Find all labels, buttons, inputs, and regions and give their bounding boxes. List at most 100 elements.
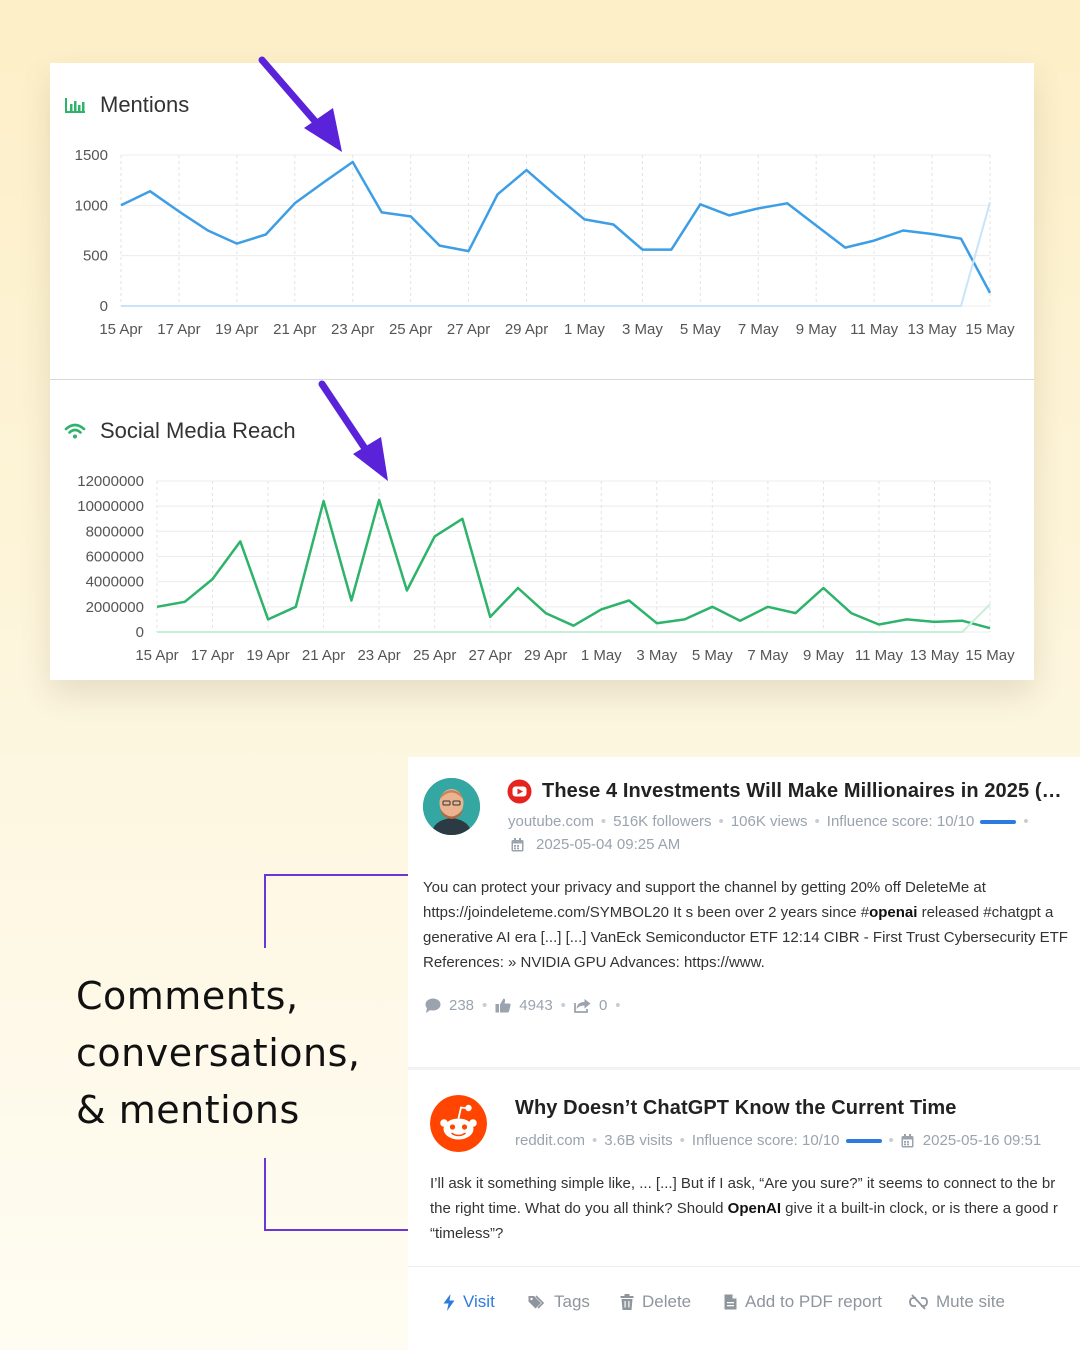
- x-tick-label: 13 May: [910, 647, 960, 664]
- mention-snippet: I’ll ask it something simple like, ... […: [430, 1171, 1058, 1246]
- card-separator: [408, 1067, 1080, 1070]
- y-tick-label: 10000000: [77, 498, 144, 515]
- y-tick-label: 4000000: [86, 574, 144, 591]
- shares-stat: 0: [574, 997, 607, 1014]
- mention-title[interactable]: These 4 Investments Will Make Millionair…: [542, 780, 1062, 802]
- thumbs-up-icon: [495, 998, 511, 1013]
- x-tick-label: 29 Apr: [524, 647, 567, 664]
- mention-visits: 3.6B visits: [604, 1132, 673, 1149]
- x-tick-label: 15 Apr: [135, 647, 178, 664]
- x-tick-label: 21 Apr: [273, 321, 316, 338]
- charts-panel: Mentions 0 500 1000 1500 15 Apr 17 Apr 19 Apr 2…: [50, 63, 1034, 680]
- tags-button[interactable]: Tags: [528, 1292, 590, 1312]
- bracket-bottom: [264, 1158, 418, 1231]
- reach-title-text: Social Media Reach: [100, 418, 296, 443]
- snippet-line: References: » NVIDIA GPU Advances: https…: [423, 954, 765, 971]
- bar-chart-icon: [65, 98, 85, 113]
- x-tick-label: 11 May: [850, 321, 899, 338]
- mention-snippet: You can protect your privacy and support…: [423, 875, 1068, 975]
- mention-domain[interactable]: reddit.com: [515, 1132, 586, 1149]
- x-tick-label: 23 Apr: [331, 321, 374, 338]
- mention-date: 2025-05-16 09:51: [922, 1132, 1042, 1149]
- reddit-icon[interactable]: [430, 1095, 487, 1152]
- caption-line-3: & mentions: [76, 1088, 300, 1132]
- engagement-stats: 238 • 4943 • 0 •: [425, 997, 629, 1014]
- mention-followers: 516K followers: [613, 813, 712, 830]
- chart-divider: [50, 379, 1034, 380]
- influence-score-bar: [845, 1138, 882, 1143]
- visit-button[interactable]: Visit: [443, 1292, 495, 1312]
- mention-title-row[interactable]: These 4 Investments Will Make Millionair…: [507, 779, 1062, 804]
- x-tick-label: 9 May: [796, 321, 837, 338]
- share-icon: [574, 999, 591, 1013]
- reach-chart-title: Social Media Reach: [64, 418, 296, 444]
- delete-button[interactable]: Delete: [620, 1292, 691, 1312]
- keyword-highlight: OpenAI: [727, 1200, 782, 1217]
- snippet-line: “timeless”?: [430, 1225, 504, 1242]
- calendar-icon: [511, 837, 524, 851]
- mentions-title-text: Mentions: [100, 92, 190, 117]
- y-tick-label: 6000000: [86, 549, 144, 566]
- tags-icon: [528, 1294, 545, 1309]
- mention-title-row[interactable]: Why Doesn’t ChatGPT Know the Current Tim…: [515, 1097, 957, 1120]
- mention-title[interactable]: Why Doesn’t ChatGPT Know the Current Tim…: [515, 1097, 957, 1119]
- mentions-chart-title: Mentions: [64, 92, 189, 118]
- series-line-1: [156, 498, 991, 630]
- mention-date-row: 2025-05-04 09:25 AM: [511, 836, 680, 853]
- x-tick-label: 19 Apr: [215, 321, 258, 338]
- lightning-icon: [443, 1293, 455, 1311]
- x-tick-label: 1 May: [581, 647, 622, 664]
- x-tick-label: 1 May: [564, 321, 605, 338]
- caption-line-1: Comments,: [76, 974, 299, 1018]
- add-to-pdf-button[interactable]: Add to PDF report: [724, 1292, 882, 1312]
- side-caption: Comments, conversations, & mentions: [76, 968, 416, 1139]
- x-tick-label: 9 May: [803, 647, 844, 664]
- reach-line-chart: 0 2000000 4000000 6000000 8000000 10000000 120…: [77, 473, 1015, 664]
- pdf-file-icon: [724, 1294, 737, 1310]
- y-tick-label: 0: [100, 298, 108, 315]
- x-tick-label: 15 Apr: [99, 321, 142, 338]
- y-tick-label: 1000: [75, 197, 108, 214]
- mention-actions-bar: Visit Tags Delete Ad: [408, 1266, 1080, 1350]
- y-tick-label: 8000000: [86, 523, 144, 540]
- x-tick-label: 27 Apr: [447, 321, 490, 338]
- x-tick-label: 17 Apr: [191, 647, 234, 664]
- snippet-line: the right time. What do you all think? S…: [430, 1200, 1058, 1217]
- mention-date: 2025-05-04 09:25 AM: [536, 836, 681, 853]
- likes-stat: 4943: [495, 997, 553, 1014]
- calendar-icon: [901, 1133, 914, 1147]
- x-tick-label: 13 May: [907, 321, 957, 338]
- keyword-highlight: openai: [869, 904, 918, 921]
- person-avatar[interactable]: [423, 778, 480, 835]
- x-tick-label: 3 May: [636, 647, 677, 664]
- x-tick-label: 5 May: [692, 647, 733, 664]
- x-tick-label: 27 Apr: [469, 647, 512, 664]
- mentions-feed: These 4 Investments Will Make Millionair…: [408, 757, 1080, 1350]
- x-tick-label: 15 May: [965, 647, 1015, 664]
- x-tick-label: 7 May: [747, 647, 788, 664]
- trash-icon: [620, 1294, 634, 1310]
- x-tick-label: 19 Apr: [246, 647, 289, 664]
- snippet-line: generative AI era [...] [...] VanEck Sem…: [423, 929, 1068, 946]
- mention-card-youtube[interactable]: These 4 Investments Will Make Millionair…: [408, 757, 1080, 1067]
- x-tick-label: 29 Apr: [505, 321, 548, 338]
- x-tick-label: 25 Apr: [389, 321, 432, 338]
- comments-stat: 238: [425, 997, 474, 1014]
- influence-score-bar: [980, 819, 1017, 824]
- y-tick-label: 0: [136, 624, 144, 641]
- mention-domain[interactable]: youtube.com: [508, 813, 594, 830]
- mention-influence: Influence score: 10/10: [826, 813, 975, 830]
- x-tick-label: 7 May: [738, 321, 779, 338]
- mention-meta: reddit.com • 3.6B visits • Influence sco…: [515, 1132, 1042, 1149]
- wifi-icon: [64, 423, 86, 439]
- x-tick-label: 17 Apr: [157, 321, 200, 338]
- mute-site-button[interactable]: Mute site: [909, 1292, 1005, 1312]
- x-tick-label: 21 Apr: [302, 647, 345, 664]
- caption-line-2: conversations,: [76, 1031, 361, 1075]
- mention-views: 106K views: [730, 813, 808, 830]
- comment-icon: [425, 998, 441, 1013]
- x-tick-label: 3 May: [622, 321, 663, 338]
- y-tick-label: 1500: [75, 147, 108, 164]
- y-tick-label: 2000000: [86, 599, 144, 616]
- x-tick-label: 11 May: [855, 647, 904, 664]
